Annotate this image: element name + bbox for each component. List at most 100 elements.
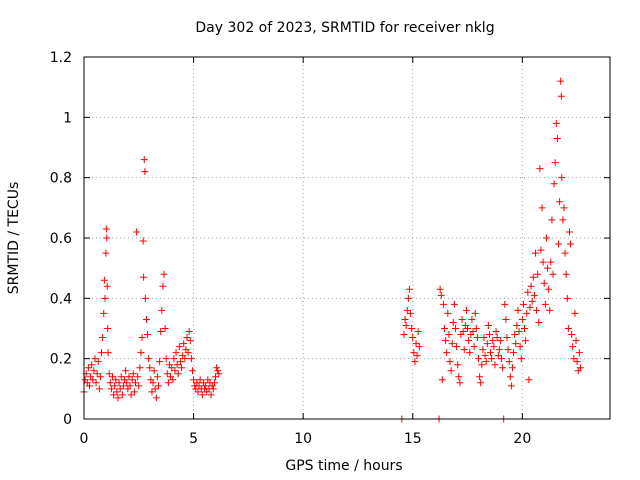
data-point <box>156 358 164 366</box>
data-point <box>130 388 138 396</box>
data-point <box>168 364 176 372</box>
data-point <box>481 352 489 360</box>
data-point <box>119 382 127 390</box>
data-point <box>198 391 206 399</box>
data-point <box>494 352 502 360</box>
data-point <box>446 358 454 366</box>
x-tick-label: 10 <box>294 431 312 447</box>
data-point <box>180 340 188 348</box>
data-point <box>569 343 577 351</box>
data-point <box>212 373 219 381</box>
data-point <box>487 349 495 357</box>
data-point <box>111 382 119 390</box>
data-point <box>183 334 191 342</box>
data-point <box>493 334 501 342</box>
data-point <box>570 355 578 363</box>
data-point <box>142 315 150 323</box>
data-point <box>146 364 154 372</box>
data-point <box>507 382 515 390</box>
data-point <box>554 240 562 248</box>
data-point <box>448 340 456 348</box>
data-point <box>181 355 189 363</box>
data-point <box>476 373 484 381</box>
data-point <box>188 367 196 375</box>
data-point <box>540 279 548 287</box>
y-tick-label: 1.2 <box>50 50 72 66</box>
data-point <box>572 337 580 345</box>
data-point <box>93 370 101 378</box>
data-point <box>415 343 423 351</box>
data-point <box>88 361 96 369</box>
data-point <box>103 234 111 242</box>
data-point <box>190 376 198 384</box>
data-point <box>103 282 111 290</box>
data-point <box>153 373 161 381</box>
data-point <box>490 343 498 351</box>
data-point <box>505 358 513 366</box>
data-point <box>470 343 478 351</box>
data-point <box>210 379 218 387</box>
data-point <box>141 294 149 302</box>
data-point <box>137 349 145 357</box>
data-point <box>529 273 537 281</box>
data-point <box>575 349 583 357</box>
data-point <box>100 309 108 317</box>
data-point <box>102 249 110 257</box>
data-point <box>469 328 477 336</box>
data-point <box>438 376 446 384</box>
data-point <box>150 367 158 375</box>
data-point <box>564 325 572 332</box>
data-point <box>140 273 148 281</box>
data-point <box>129 370 137 378</box>
data-point <box>567 240 575 248</box>
data-point <box>175 343 183 351</box>
data-point <box>145 355 153 363</box>
data-point <box>171 367 179 375</box>
data-point <box>558 174 566 182</box>
data-point <box>483 340 491 348</box>
data-point <box>106 379 114 387</box>
data-point <box>411 358 419 366</box>
data-point <box>576 364 584 372</box>
data-point <box>405 285 413 293</box>
data-point <box>515 328 523 336</box>
data-point <box>159 282 167 290</box>
data-point <box>144 331 152 339</box>
data-point <box>484 321 492 329</box>
data-point <box>454 361 462 369</box>
data-point <box>149 379 157 387</box>
data-points <box>80 77 584 423</box>
data-point <box>136 364 144 372</box>
data-point <box>536 165 544 173</box>
data-point <box>155 382 163 390</box>
data-point <box>407 309 415 317</box>
data-point <box>464 325 472 332</box>
data-point <box>523 309 531 317</box>
data-point <box>538 204 546 212</box>
data-point <box>460 346 468 354</box>
data-point <box>518 315 526 323</box>
grid <box>84 57 610 419</box>
data-point <box>202 382 210 390</box>
data-point <box>568 331 576 339</box>
data-point <box>170 355 178 363</box>
data-point <box>410 349 418 357</box>
data-point <box>413 352 421 360</box>
data-point <box>148 388 156 396</box>
data-point <box>495 346 503 354</box>
data-point <box>90 367 98 375</box>
data-point <box>194 388 202 396</box>
data-point <box>472 325 480 332</box>
data-point <box>439 300 447 308</box>
data-point <box>562 270 570 278</box>
data-point <box>462 306 470 314</box>
data-point <box>436 285 444 293</box>
data-point <box>213 364 221 372</box>
data-point <box>141 168 149 176</box>
data-point <box>215 370 223 378</box>
data-point <box>101 294 109 302</box>
data-point <box>456 379 464 387</box>
data-point <box>128 376 136 384</box>
data-point <box>541 300 549 308</box>
